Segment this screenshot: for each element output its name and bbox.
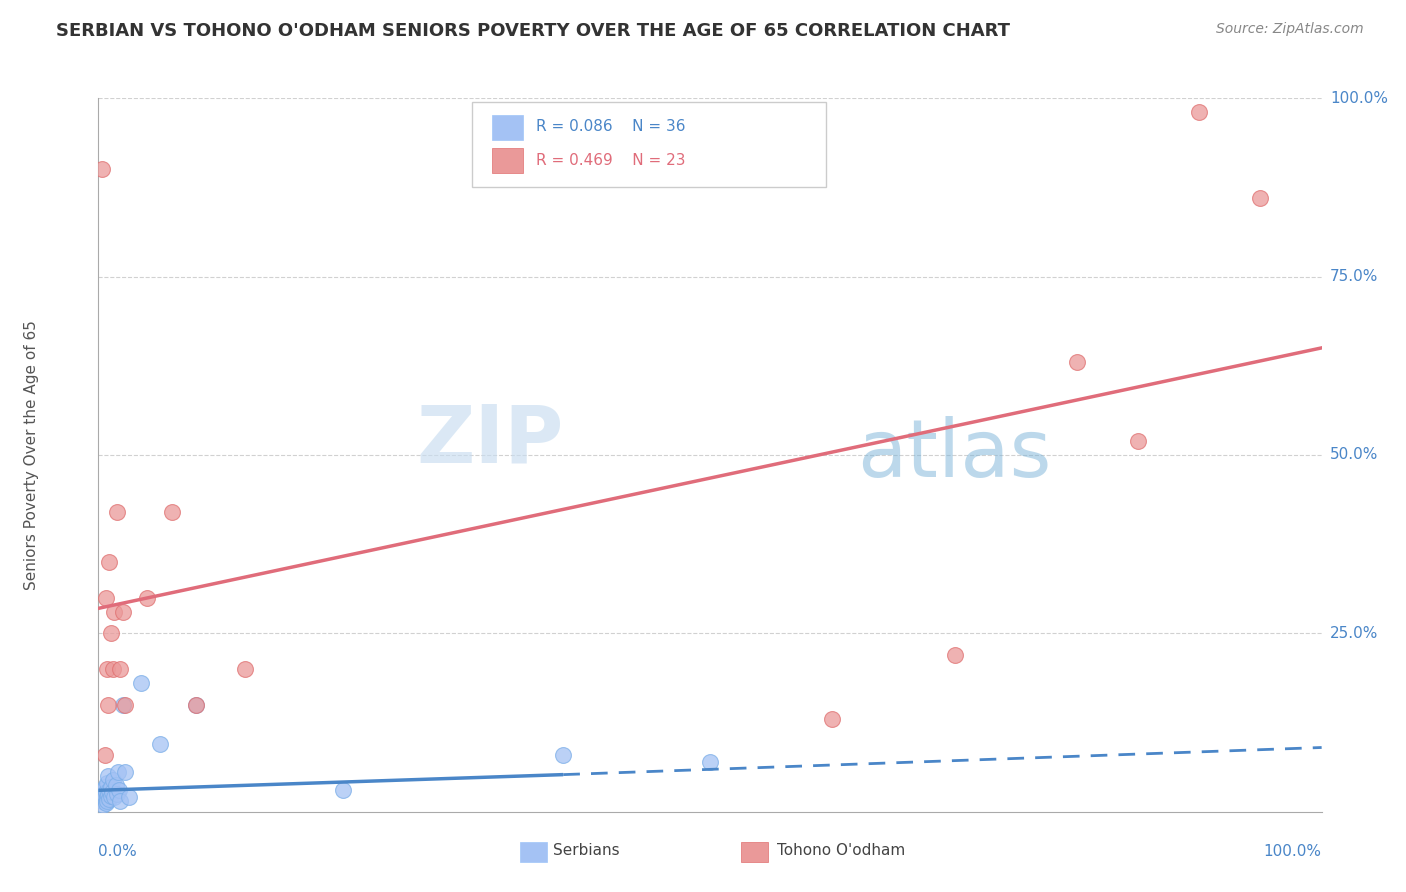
Point [100, 789, 122, 803]
Point [101, 772, 124, 787]
Point [91, 797, 114, 812]
Point [105, 505, 128, 519]
Text: ZIP: ZIP [416, 401, 564, 480]
Point [97, 787, 120, 801]
Point [91, 794, 114, 808]
Point [111, 605, 134, 619]
Point [93, 780, 115, 794]
Point [91, 783, 114, 797]
Text: 75.0%: 75.0% [1330, 269, 1378, 284]
Text: 100.0%: 100.0% [1330, 91, 1388, 105]
Point [96, 794, 118, 808]
Point [110, 794, 132, 808]
Point [96, 776, 118, 790]
Bar [492, 114, 523, 139]
Point [1128, 434, 1150, 448]
Point [136, 591, 159, 605]
Point [97, 769, 120, 783]
Point [108, 783, 131, 797]
Text: 100.0%: 100.0% [1264, 844, 1322, 859]
Point [91, 787, 114, 801]
Point [114, 765, 136, 780]
Point [98, 783, 121, 797]
Point [101, 785, 124, 799]
Text: Serbians: Serbians [554, 844, 620, 858]
Text: Seniors Poverty Over the Age of 65: Seniors Poverty Over the Age of 65 [24, 320, 38, 590]
Point [553, 747, 575, 762]
Text: Source: ZipAtlas.com: Source: ZipAtlas.com [1216, 22, 1364, 37]
Point [103, 790, 125, 805]
Point [149, 737, 172, 751]
Point [105, 787, 128, 801]
Point [94, 796, 117, 810]
Point [114, 698, 136, 712]
Point [110, 662, 132, 676]
Point [1066, 355, 1088, 369]
Point [943, 648, 966, 662]
Point [90, 790, 112, 805]
Point [98, 792, 121, 806]
Text: Tohono O'odham: Tohono O'odham [778, 844, 905, 858]
Text: 0.0%: 0.0% [98, 844, 138, 859]
Point [93, 792, 115, 806]
Point [96, 662, 118, 676]
Text: R = 0.469    N = 23: R = 0.469 N = 23 [536, 153, 686, 168]
Point [1188, 105, 1211, 120]
Point [94, 785, 117, 799]
Point [104, 778, 127, 792]
Point [332, 783, 354, 797]
Point [101, 662, 124, 676]
Point [94, 591, 117, 605]
Point [1249, 191, 1271, 205]
Text: 50.0%: 50.0% [1330, 448, 1378, 462]
Text: atlas: atlas [856, 416, 1052, 494]
Bar [492, 148, 523, 173]
Point [118, 790, 141, 805]
Bar [741, 842, 768, 862]
Point [111, 698, 134, 712]
Point [186, 698, 208, 712]
Point [821, 712, 844, 726]
Text: SERBIAN VS TOHONO O'ODHAM SENIORS POVERTY OVER THE AGE OF 65 CORRELATION CHART: SERBIAN VS TOHONO O'ODHAM SENIORS POVERT… [56, 22, 1011, 40]
Point [97, 698, 120, 712]
Point [160, 505, 183, 519]
Point [100, 626, 122, 640]
Text: 25.0%: 25.0% [1330, 626, 1378, 640]
Point [93, 747, 115, 762]
Point [233, 662, 256, 676]
Point [129, 676, 152, 690]
Point [107, 765, 129, 780]
Point [699, 755, 721, 769]
Point [91, 162, 114, 177]
Point [186, 698, 208, 712]
Point [100, 780, 122, 794]
Point [98, 555, 121, 569]
FancyBboxPatch shape [471, 102, 827, 187]
Bar [520, 842, 547, 862]
Text: R = 0.086    N = 36: R = 0.086 N = 36 [536, 120, 686, 134]
Point [103, 605, 125, 619]
Point [96, 790, 118, 805]
Point [93, 789, 115, 803]
